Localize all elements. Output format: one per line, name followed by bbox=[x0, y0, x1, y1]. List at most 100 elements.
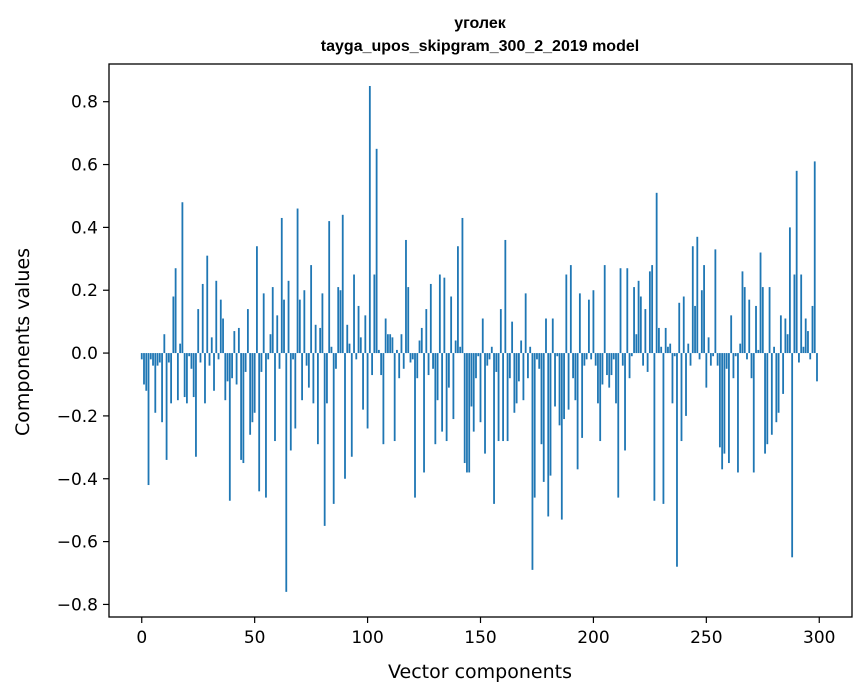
bar bbox=[228, 353, 231, 501]
bar bbox=[481, 318, 484, 354]
bar bbox=[195, 353, 197, 457]
bar bbox=[809, 353, 812, 360]
bar bbox=[764, 353, 766, 454]
bar bbox=[734, 353, 737, 357]
bar bbox=[384, 318, 387, 354]
bar bbox=[560, 353, 563, 520]
bar bbox=[585, 353, 588, 360]
bar bbox=[316, 353, 319, 445]
bar bbox=[204, 353, 206, 404]
bar bbox=[565, 274, 568, 354]
bar bbox=[786, 334, 789, 354]
bar bbox=[804, 318, 807, 354]
y-tick-label: −0.8 bbox=[57, 595, 98, 615]
bar bbox=[350, 353, 353, 457]
bar bbox=[425, 309, 428, 354]
bar bbox=[538, 353, 541, 369]
bar bbox=[258, 353, 261, 492]
bar bbox=[752, 353, 755, 473]
bar bbox=[389, 334, 392, 354]
bar bbox=[387, 334, 389, 354]
bar bbox=[700, 290, 703, 354]
bar bbox=[475, 353, 477, 379]
bar bbox=[637, 280, 640, 354]
bar bbox=[504, 239, 507, 354]
bar bbox=[531, 353, 534, 570]
bar bbox=[407, 287, 410, 354]
bar bbox=[405, 239, 407, 354]
bar bbox=[687, 343, 690, 354]
bar bbox=[678, 302, 681, 354]
bar bbox=[396, 349, 398, 354]
bar bbox=[669, 343, 672, 354]
bar bbox=[332, 353, 335, 504]
bar bbox=[298, 299, 301, 354]
bar bbox=[274, 353, 276, 442]
bar bbox=[529, 346, 532, 354]
bar bbox=[280, 217, 283, 354]
bar bbox=[696, 236, 699, 354]
bar bbox=[233, 331, 236, 354]
x-tick-label: 200 bbox=[577, 628, 609, 648]
chart-title: уголек bbox=[454, 15, 507, 32]
bar bbox=[213, 353, 215, 391]
bar bbox=[414, 353, 416, 498]
bar bbox=[755, 305, 757, 354]
bar bbox=[242, 353, 245, 464]
bar bbox=[269, 334, 272, 354]
bar bbox=[411, 353, 414, 360]
bar bbox=[174, 268, 177, 354]
bar bbox=[511, 321, 514, 354]
bar bbox=[788, 227, 791, 354]
bar bbox=[522, 353, 525, 401]
bar bbox=[578, 293, 581, 354]
bar bbox=[653, 353, 656, 501]
bar bbox=[441, 353, 444, 432]
bar bbox=[219, 299, 222, 354]
bar bbox=[380, 353, 383, 376]
bar bbox=[574, 353, 577, 401]
bar bbox=[251, 353, 254, 423]
x-axis-label: Vector components bbox=[388, 661, 572, 683]
bar bbox=[802, 346, 805, 354]
bar bbox=[294, 353, 297, 429]
bar bbox=[140, 353, 143, 360]
bar bbox=[705, 353, 708, 388]
bar bbox=[655, 192, 658, 354]
bar bbox=[161, 353, 163, 423]
bar bbox=[307, 353, 310, 388]
bar bbox=[558, 353, 561, 426]
bar bbox=[667, 346, 669, 354]
bar bbox=[757, 349, 760, 354]
bar bbox=[795, 170, 798, 354]
bar bbox=[145, 353, 148, 391]
bar bbox=[630, 353, 633, 357]
bar bbox=[301, 353, 303, 401]
bar bbox=[721, 353, 724, 470]
bar bbox=[382, 353, 385, 445]
bar bbox=[547, 353, 550, 517]
bar bbox=[601, 353, 604, 385]
bar bbox=[256, 246, 258, 354]
bar bbox=[779, 315, 782, 354]
bar bbox=[312, 353, 315, 404]
bar bbox=[348, 343, 351, 354]
bar bbox=[170, 353, 173, 404]
bar bbox=[497, 353, 500, 442]
bar bbox=[660, 346, 663, 354]
bar bbox=[359, 337, 362, 354]
y-tick-label: 0.6 bbox=[71, 156, 98, 176]
bar bbox=[615, 353, 617, 404]
bar bbox=[472, 353, 475, 432]
bar bbox=[515, 353, 518, 404]
bar bbox=[732, 353, 735, 379]
bar bbox=[549, 353, 552, 476]
bar bbox=[590, 353, 593, 360]
bar bbox=[201, 283, 204, 354]
bar bbox=[409, 353, 412, 363]
bar bbox=[292, 353, 294, 360]
bar bbox=[646, 353, 649, 372]
bar bbox=[761, 287, 764, 354]
bar bbox=[447, 353, 450, 388]
bar bbox=[556, 353, 559, 357]
